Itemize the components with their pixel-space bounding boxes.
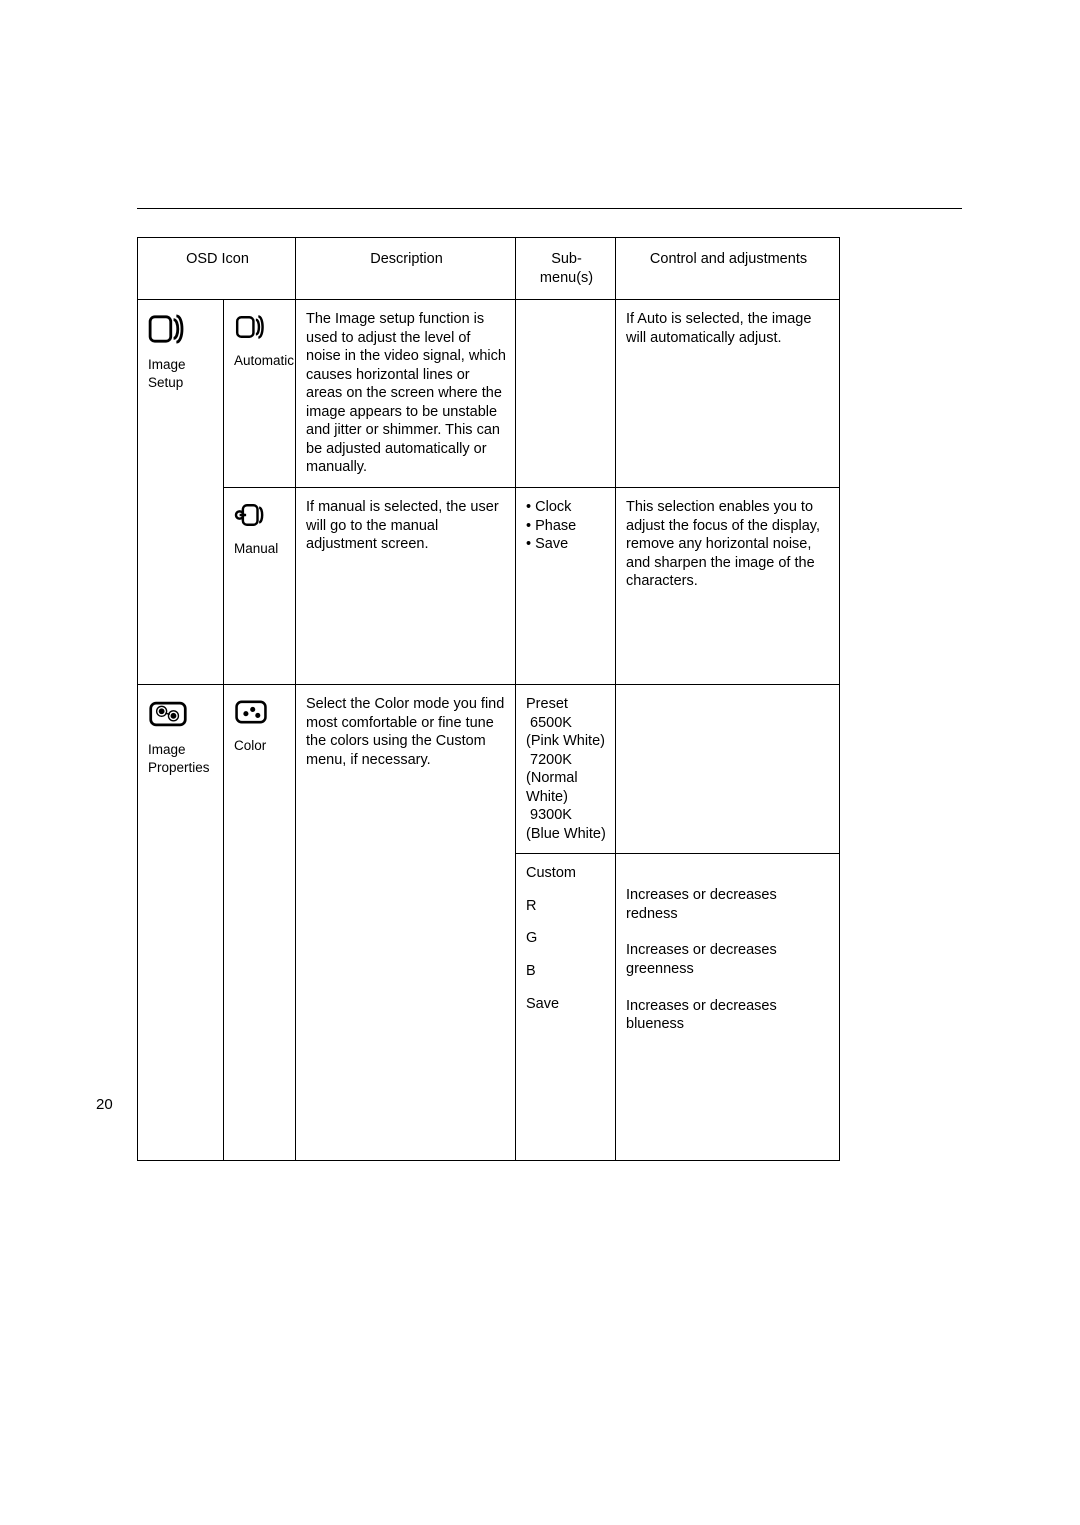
custom-save: Save [526,995,607,1014]
custom-b: B [526,962,607,981]
manual-label: Manual [234,541,278,556]
page-number: 20 [96,1096,113,1113]
cell-custom-submenu: Custom R G B Save [516,854,616,1161]
header-controls: Control and adjustments [616,238,840,300]
cell-automatic-control: If Auto is selected, the image will auto… [616,300,840,488]
preset-6500k: 6500K [526,714,607,733]
preset-pink-white: (Pink White) [526,732,607,751]
cell-manual-control: This selection enables you to adjust the… [616,488,840,685]
custom-r: R [526,897,607,916]
cell-automatic-description: The Image setup function is used to adju… [296,300,516,488]
ctrl-greenness: Increases or decreases greenness [626,941,831,978]
cell-color-description: Select the Color mode you find most comf… [296,685,516,1161]
preset-title: Preset [526,695,607,714]
cell-color-icon: Color [224,685,296,1161]
cell-custom-control: Increases or decreases redness Increases… [616,854,840,1161]
cell-preset-submenu: Preset 6500K (Pink White) 7200K (Normal … [516,685,616,854]
table-header-row: OSD Icon Description Sub-menu(s) Control… [138,238,840,300]
header-submenus: Sub-menu(s) [516,238,616,300]
cell-automatic-submenu [516,300,616,488]
color-icon [234,699,287,731]
top-rule [137,208,962,209]
cell-automatic-icon: Automatic [224,300,296,488]
ctrl-blueness: Increases or decreases blueness [626,997,831,1034]
cell-manual-icon: Manual [224,488,296,685]
osd-table: OSD Icon Description Sub-menu(s) Control… [137,237,840,1161]
sub-clock: • Clock [526,498,607,517]
sub-phase: • Phase [526,517,607,536]
color-label: Color [234,738,266,753]
row-image-setup-automatic: Image Setup Automatic The Image setup fu… [138,300,840,488]
header-description: Description [296,238,516,300]
row-image-properties-color: Image Properties Color Select the Col [138,685,840,854]
header-osd-icon: OSD Icon [138,238,296,300]
page: OSD Icon Description Sub-menu(s) Control… [0,0,1080,1525]
row-image-setup-manual: Manual If manual is selected, the user w… [138,488,840,685]
image-properties-label-l1: Image [148,742,186,757]
preset-7200k: 7200K [526,751,607,770]
custom-g: G [526,929,607,948]
image-properties-icon [148,699,215,735]
ctrl-redness: Increases or decreases redness [626,886,831,923]
preset-blue-white: (Blue White) [526,825,607,844]
cell-image-setup-main: Image Setup [138,300,224,685]
preset-normal-white: (Normal White) [526,769,607,806]
cell-manual-description: If manual is selected, the user will go … [296,488,516,685]
preset-9300k: 9300K [526,806,607,825]
image-setup-icon [148,314,215,350]
cell-preset-control [616,685,840,854]
custom-title: Custom [526,864,607,883]
automatic-label: Automatic [234,353,294,368]
image-properties-label-l2: Properties [148,760,210,775]
cell-manual-submenu: • Clock • Phase • Save [516,488,616,685]
manual-icon [234,502,287,534]
cell-image-properties-main: Image Properties [138,685,224,1161]
image-setup-label: Image Setup [148,357,186,391]
sub-save: • Save [526,535,607,554]
automatic-icon [234,314,287,346]
